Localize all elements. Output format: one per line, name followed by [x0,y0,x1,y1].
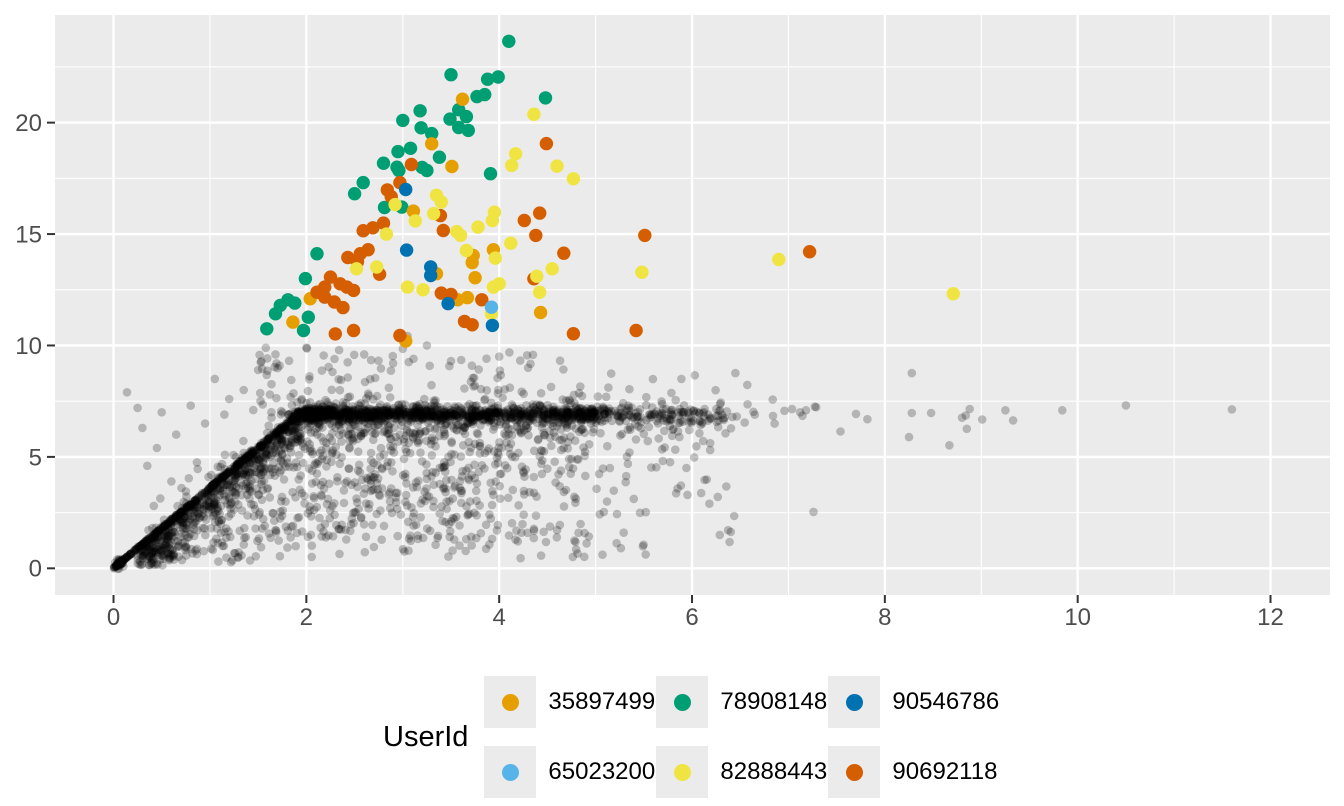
legend-point-swatch [673,693,691,711]
svg-text:4: 4 [493,604,506,631]
legend-entry: 35897499 [484,676,656,728]
svg-text:15: 15 [15,221,42,248]
legend-point-swatch [845,763,863,781]
svg-text:10: 10 [15,333,42,360]
legend-entry-label: 35897499 [548,688,656,715]
legend-entry: 65023200 [484,746,656,798]
legend-entry: 78908148 [656,676,828,728]
svg-text:0: 0 [29,556,42,583]
svg-text:10: 10 [1064,604,1091,631]
svg-text:8: 8 [878,604,891,631]
legend-point-swatch [673,763,691,781]
legend-key [656,746,709,798]
legend-entry-label: 90692118 [892,758,998,785]
legend-key [656,676,709,728]
legend-point-swatch [845,693,863,711]
legend-key [484,746,537,798]
svg-text:0: 0 [107,604,120,631]
legend-entry-label: 90546786 [892,688,1000,715]
legend-title: UserId [383,720,469,753]
legend-entry: 90692118 [828,746,1000,798]
legend-key [484,676,537,728]
svg-text:12: 12 [1257,604,1284,631]
legend-entry: 82888443 [656,746,828,798]
svg-text:2: 2 [300,604,313,631]
svg-text:5: 5 [29,444,42,471]
legend-key [828,676,881,728]
legend-entry-label: 82888443 [720,758,828,785]
legend-point-swatch [501,693,519,711]
svg-text:20: 20 [15,110,42,137]
legend-entry-label: 78908148 [720,688,828,715]
legend-point-swatch [501,763,519,781]
legend-key [828,746,881,798]
svg-text:6: 6 [685,604,698,631]
legend-entry: 90546786 [828,676,1000,728]
legend-entries: 35897499 65023200 78908148 82888443 90546786… [484,676,1000,798]
legend: UserId 35897499 65023200 78908148 82888443 9… [383,676,1000,798]
legend-entry-label: 65023200 [548,758,656,785]
